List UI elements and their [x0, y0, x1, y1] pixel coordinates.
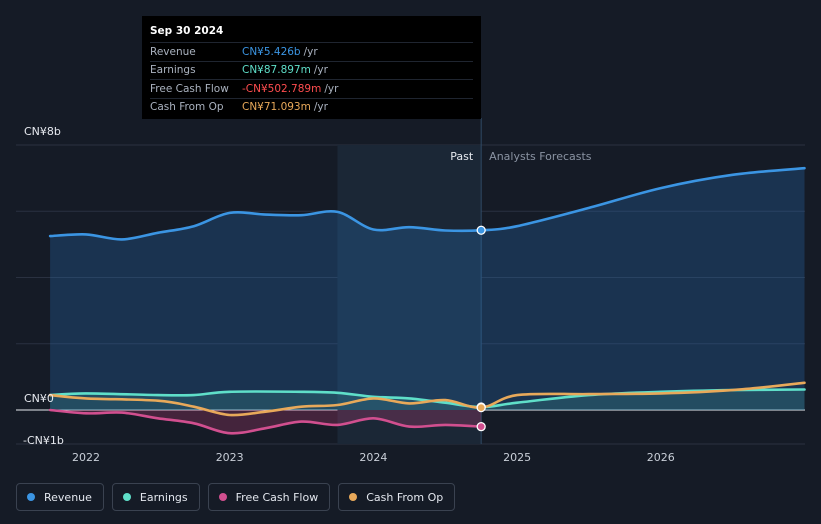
area-revenue: [50, 168, 805, 410]
area-free-cash-flow: [50, 410, 482, 434]
marker-revenue[interactable]: [476, 225, 486, 235]
series-lines: [48, 166, 806, 435]
legend: Revenue Earnings Free Cash Flow Cash Fro…: [16, 483, 456, 511]
tooltip-unit: /yr: [313, 101, 328, 114]
series-areas: [50, 168, 805, 434]
tooltip-label: Revenue: [150, 45, 196, 58]
tooltip-row-cash-from-op: Cash From Op CN¥71.093m /yr: [150, 97, 473, 117]
tooltip-row-revenue: Revenue CN¥5.426b /yr: [150, 42, 473, 61]
tooltip-date: Sep 30 2024: [150, 25, 224, 37]
marker-free-cash-flow[interactable]: [476, 422, 486, 432]
hover-tooltip: Sep 30 2024 Revenue CN¥5.426b /yr Earnin…: [142, 16, 481, 119]
forecast-label: Analysts Forecasts: [489, 150, 592, 163]
legend-dot-icon: [218, 493, 227, 501]
line-free-cash-flow: [48, 408, 483, 435]
x-tick-label: 2026: [647, 451, 675, 464]
line-revenue: [48, 166, 806, 241]
tooltip-label: Free Cash Flow: [150, 82, 229, 95]
legend-dot-icon: [122, 493, 131, 501]
legend-label: Free Cash Flow: [235, 490, 319, 504]
past-highlight-band: [337, 118, 482, 444]
tooltip-unit: /yr: [324, 82, 339, 95]
y-tick-label: -CN¥1b: [23, 434, 64, 447]
marker-cash-from-op[interactable]: [476, 402, 486, 413]
tooltip-value: CN¥71.093m: [242, 101, 311, 114]
legend-dot-icon: [27, 493, 35, 501]
tooltip-value: CN¥5.426b: [242, 45, 301, 58]
tooltip-value: -CN¥502.789m: [242, 82, 322, 95]
x-tick-label: 2024: [359, 451, 387, 464]
legend-item-earnings[interactable]: Earnings: [111, 483, 200, 511]
legend-label: Earnings: [139, 490, 188, 504]
highlight-band: [337, 145, 482, 444]
past-label: Past: [450, 150, 474, 163]
x-tick-label: 2025: [503, 451, 531, 464]
axis-labels: CN¥8b CN¥0 -CN¥1b 2022 2023 2024 2025 2026 Past A…: [23, 125, 675, 464]
legend-label: Cash From Op: [366, 490, 444, 504]
legend-dot-icon: [349, 493, 358, 501]
tooltip-row-earnings: Earnings CN¥87.897m /yr: [150, 60, 473, 80]
tooltip-label: Cash From Op: [150, 101, 224, 114]
legend-label: Revenue: [44, 490, 92, 504]
tooltip-label: Earnings: [150, 64, 196, 77]
x-tick-label: 2023: [216, 451, 244, 464]
legend-item-free-cash-flow[interactable]: Free Cash Flow: [207, 483, 331, 511]
tooltip-value: CN¥87.897m: [242, 64, 311, 77]
legend-item-cash-from-op[interactable]: Cash From Op: [338, 483, 456, 511]
tooltip-unit: /yr: [303, 45, 318, 58]
tooltip-unit: /yr: [313, 64, 328, 77]
hover-markers: [476, 225, 486, 432]
legend-item-revenue[interactable]: Revenue: [16, 483, 104, 511]
x-tick-label: 2022: [72, 451, 100, 464]
y-tick-label: CN¥0: [24, 392, 54, 405]
tooltip-row-free-cash-flow: Free Cash Flow -CN¥502.789m /yr: [150, 79, 473, 98]
y-tick-label: CN¥8b: [24, 125, 61, 138]
line-cash-from-op: [48, 381, 806, 417]
